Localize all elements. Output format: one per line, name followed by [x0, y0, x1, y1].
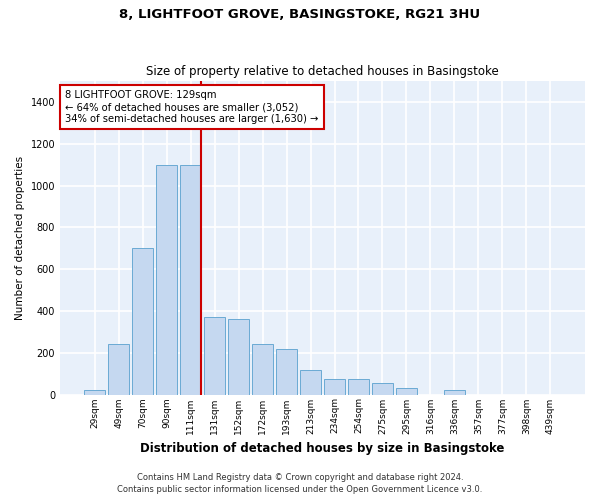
Bar [371, 383, 393, 394]
Text: 8, LIGHTFOOT GROVE, BASINGSTOKE, RG21 3HU: 8, LIGHTFOOT GROVE, BASINGSTOKE, RG21 3H… [119, 8, 481, 20]
Bar [348, 379, 369, 394]
Bar [84, 390, 106, 394]
Bar [180, 164, 202, 394]
Bar [132, 248, 154, 394]
Bar [395, 388, 417, 394]
Text: Contains HM Land Registry data © Crown copyright and database right 2024.
Contai: Contains HM Land Registry data © Crown c… [118, 472, 482, 494]
Bar [156, 164, 178, 394]
X-axis label: Distribution of detached houses by size in Basingstoke: Distribution of detached houses by size … [140, 442, 505, 455]
Bar [324, 379, 346, 394]
Bar [252, 344, 274, 395]
Bar [204, 317, 226, 394]
Bar [276, 348, 298, 395]
Bar [443, 390, 465, 394]
Text: 8 LIGHTFOOT GROVE: 129sqm
← 64% of detached houses are smaller (3,052)
34% of se: 8 LIGHTFOOT GROVE: 129sqm ← 64% of detac… [65, 90, 319, 124]
Bar [300, 370, 322, 394]
Bar [108, 344, 130, 395]
Y-axis label: Number of detached properties: Number of detached properties [15, 156, 25, 320]
Title: Size of property relative to detached houses in Basingstoke: Size of property relative to detached ho… [146, 66, 499, 78]
Bar [228, 320, 250, 394]
